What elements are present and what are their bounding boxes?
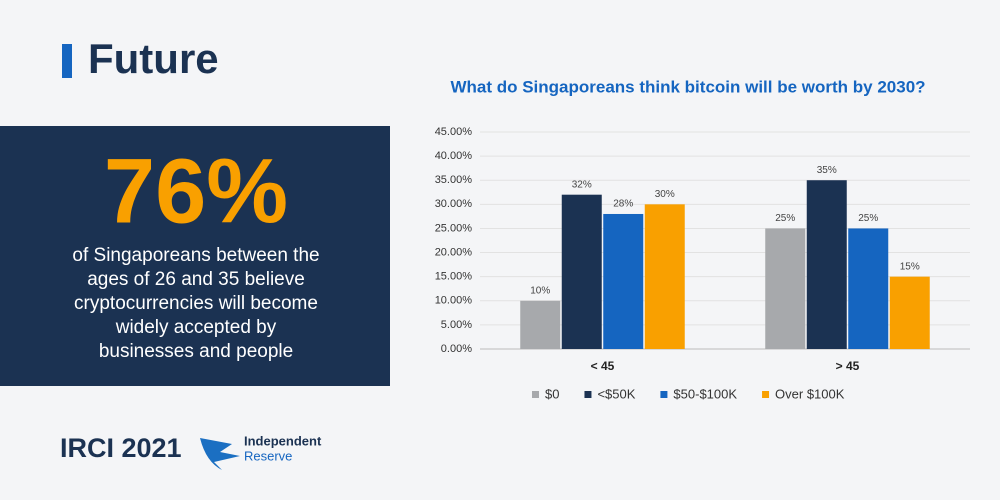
data-label: 28% bbox=[613, 199, 633, 210]
chart-title: What do Singaporeans think bitcoin will … bbox=[450, 77, 925, 96]
data-label: 32% bbox=[572, 179, 592, 190]
y-tick-label: 20.00% bbox=[435, 246, 473, 258]
data-label: 25% bbox=[775, 213, 795, 224]
y-tick-label: 40.00% bbox=[435, 150, 473, 162]
stat-text: of Singaporeans between the ages of 26 an… bbox=[72, 245, 319, 362]
legend-label: $0 bbox=[545, 386, 559, 401]
legend-label: <$50K bbox=[597, 386, 635, 401]
legend-label: $50-$100K bbox=[673, 386, 737, 401]
bar bbox=[765, 228, 806, 349]
bar bbox=[889, 276, 930, 349]
title-accent bbox=[62, 44, 72, 78]
data-label: 10% bbox=[530, 285, 550, 296]
data-label: 30% bbox=[655, 189, 675, 200]
stat-value: 76% bbox=[104, 140, 288, 242]
y-tick-label: 10.00% bbox=[435, 295, 473, 307]
stat-line: widely accepted by bbox=[115, 317, 277, 338]
x-tick-label: < 45 bbox=[591, 359, 615, 373]
legend-label: Over $100K bbox=[775, 386, 845, 401]
y-tick-label: 35.00% bbox=[435, 174, 473, 186]
y-tick-label: 15.00% bbox=[435, 271, 473, 283]
x-tick-label: > 45 bbox=[836, 359, 860, 373]
y-tick-label: 5.00% bbox=[441, 319, 472, 331]
stat-line: of Singaporeans between the bbox=[72, 245, 319, 266]
bar bbox=[520, 300, 561, 349]
stat-panel bbox=[0, 126, 390, 386]
data-label: 35% bbox=[817, 165, 837, 176]
stat-line: businesses and people bbox=[99, 341, 293, 362]
bar bbox=[806, 180, 847, 349]
logo-text: Independent bbox=[244, 433, 322, 448]
logo-icon bbox=[200, 438, 240, 470]
bar bbox=[644, 204, 685, 349]
data-label: 15% bbox=[900, 261, 920, 272]
stat-line: ages of 26 and 35 believe bbox=[87, 269, 305, 290]
legend-swatch bbox=[532, 391, 539, 398]
y-tick-label: 0.00% bbox=[441, 343, 472, 355]
bar bbox=[561, 194, 602, 349]
legend-swatch bbox=[660, 391, 668, 398]
footer-title: IRCI 2021 bbox=[60, 433, 182, 463]
bar bbox=[848, 228, 889, 349]
y-tick-label: 25.00% bbox=[435, 222, 473, 234]
page-title: Future bbox=[88, 35, 219, 82]
logo-text: Reserve bbox=[244, 448, 292, 463]
legend-swatch bbox=[762, 391, 770, 398]
bar bbox=[603, 213, 644, 349]
y-tick-label: 30.00% bbox=[435, 198, 473, 210]
legend-swatch bbox=[584, 391, 592, 398]
data-label: 25% bbox=[858, 213, 878, 224]
stat-line: cryptocurrencies will become bbox=[74, 293, 318, 314]
y-tick-label: 45.00% bbox=[435, 126, 473, 138]
